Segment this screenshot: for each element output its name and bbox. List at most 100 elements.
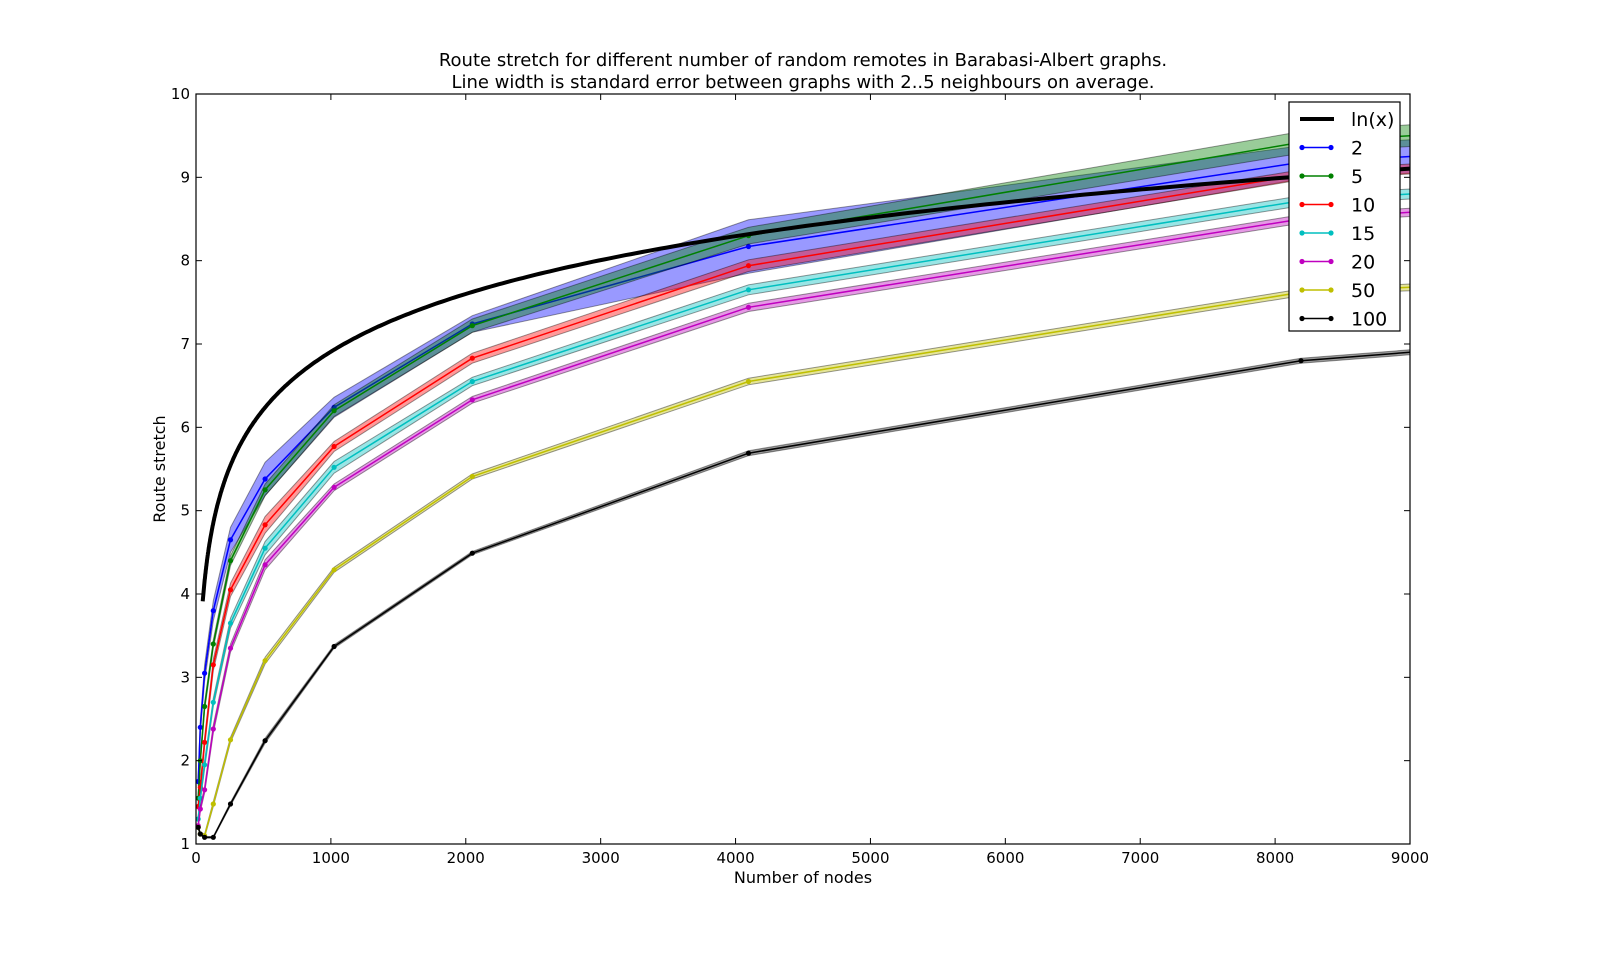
legend-item-10: 10 <box>1299 195 1375 217</box>
data-point <box>202 670 208 676</box>
legend-marker <box>1328 258 1334 265</box>
y-tick-label: 6 <box>180 418 190 436</box>
y-tick-label: 10 <box>171 85 190 103</box>
data-point <box>227 620 234 626</box>
x-tick-label: 3000 <box>582 849 620 867</box>
series-2 <box>196 139 1410 786</box>
legend-marker <box>1328 287 1334 293</box>
legend-marker <box>1328 315 1334 322</box>
data-point <box>210 726 216 732</box>
series-15 <box>196 188 1410 823</box>
legend-label: 2 <box>1351 138 1363 160</box>
y-tick-label: 7 <box>180 335 190 353</box>
legend-item-2: 2 <box>1299 138 1363 160</box>
legend-item-50: 50 <box>1299 280 1375 302</box>
x-tick-label: 7000 <box>1121 849 1159 867</box>
y-tick-label: 8 <box>180 252 190 270</box>
data-point <box>210 641 216 647</box>
data-point <box>469 355 475 361</box>
x-tick-label: 2000 <box>447 849 485 867</box>
x-axis: 0 1000 2000 3000 4000 5000 6000 7000 8000 9000 <box>191 94 1429 867</box>
legend-item-15: 15 <box>1299 223 1375 245</box>
y-tick-label: 3 <box>180 668 190 686</box>
data-point <box>197 806 203 812</box>
legend-item-5: 5 <box>1299 166 1363 188</box>
data-point <box>745 378 752 385</box>
legend-label: 15 <box>1351 223 1375 245</box>
data-point <box>469 378 475 385</box>
data-point <box>227 801 234 807</box>
y-tick-label: 5 <box>180 502 190 520</box>
data-point <box>210 834 216 840</box>
legend: ln(x) 2 5 10 15 20 50 100 <box>1288 101 1401 332</box>
legend-marker <box>1299 315 1305 322</box>
y-tick-label: 9 <box>180 168 190 186</box>
legend-marker <box>1299 144 1305 151</box>
data-point <box>331 408 337 414</box>
x-tick-label: 9000 <box>1391 849 1429 867</box>
data-point <box>202 834 208 840</box>
x-tick-label: 5000 <box>851 849 889 867</box>
chart-title: Route stretch for different number of ra… <box>439 50 1167 71</box>
y-axis-label: Route stretch <box>150 415 169 522</box>
data-point <box>1298 358 1304 364</box>
legend-label: ln(x) <box>1351 109 1394 131</box>
data-point <box>331 443 337 450</box>
data-point <box>262 545 268 551</box>
x-tick-label: 0 <box>191 849 201 867</box>
data-point <box>227 587 234 593</box>
reference-curve-ln <box>200 166 1410 602</box>
legend-item-100: 100 <box>1299 309 1387 331</box>
data-point <box>745 450 752 456</box>
data-point <box>197 724 203 730</box>
data-point <box>210 662 216 668</box>
series-20 <box>196 207 1410 829</box>
data-point <box>210 699 216 705</box>
data-point <box>745 263 752 269</box>
data-point <box>196 824 201 830</box>
legend-box <box>1288 101 1401 332</box>
data-point <box>202 762 208 768</box>
data-point <box>331 464 337 470</box>
y-axis: 1 2 3 4 5 6 7 8 9 10 <box>171 85 1410 853</box>
legend-marker <box>1299 287 1305 293</box>
y-tick-label: 2 <box>180 752 190 770</box>
legend-marker <box>1328 173 1334 179</box>
data-point <box>469 473 475 480</box>
data-point <box>469 550 475 556</box>
legend-marker <box>1328 144 1334 151</box>
x-tick-label: 6000 <box>986 849 1024 867</box>
data-point <box>745 287 752 293</box>
y-tick-label: 4 <box>180 585 190 603</box>
legend-item-20: 20 <box>1299 252 1375 274</box>
data-point <box>469 323 475 329</box>
data-point <box>202 787 208 793</box>
chart-subtitle: Line width is standard error between gra… <box>451 72 1154 93</box>
data-point <box>210 801 216 807</box>
data-point <box>745 304 752 310</box>
data-point <box>331 567 337 573</box>
legend-label: 10 <box>1351 195 1375 217</box>
legend-label: 50 <box>1351 280 1375 302</box>
legend-marker <box>1328 201 1334 208</box>
data-point <box>227 537 234 543</box>
data-point <box>262 738 268 744</box>
data-point <box>202 739 208 745</box>
legend-item-ln(x): ln(x) <box>1300 109 1394 131</box>
data-point <box>262 562 268 568</box>
data-point <box>262 476 268 482</box>
x-tick-label: 1000 <box>312 849 350 867</box>
data-point <box>197 831 203 837</box>
x-axis-label: Number of nodes <box>734 868 872 887</box>
data-point <box>262 487 268 493</box>
data-point <box>227 737 234 743</box>
data-point <box>202 703 208 710</box>
series-layer <box>196 124 1410 840</box>
data-point <box>331 643 337 650</box>
data-point <box>227 645 234 651</box>
error-band-2 <box>197 139 1410 786</box>
legend-label: 100 <box>1351 309 1387 331</box>
data-point <box>210 608 216 614</box>
y-tick-label: 1 <box>180 835 190 853</box>
legend-marker <box>1299 230 1305 236</box>
